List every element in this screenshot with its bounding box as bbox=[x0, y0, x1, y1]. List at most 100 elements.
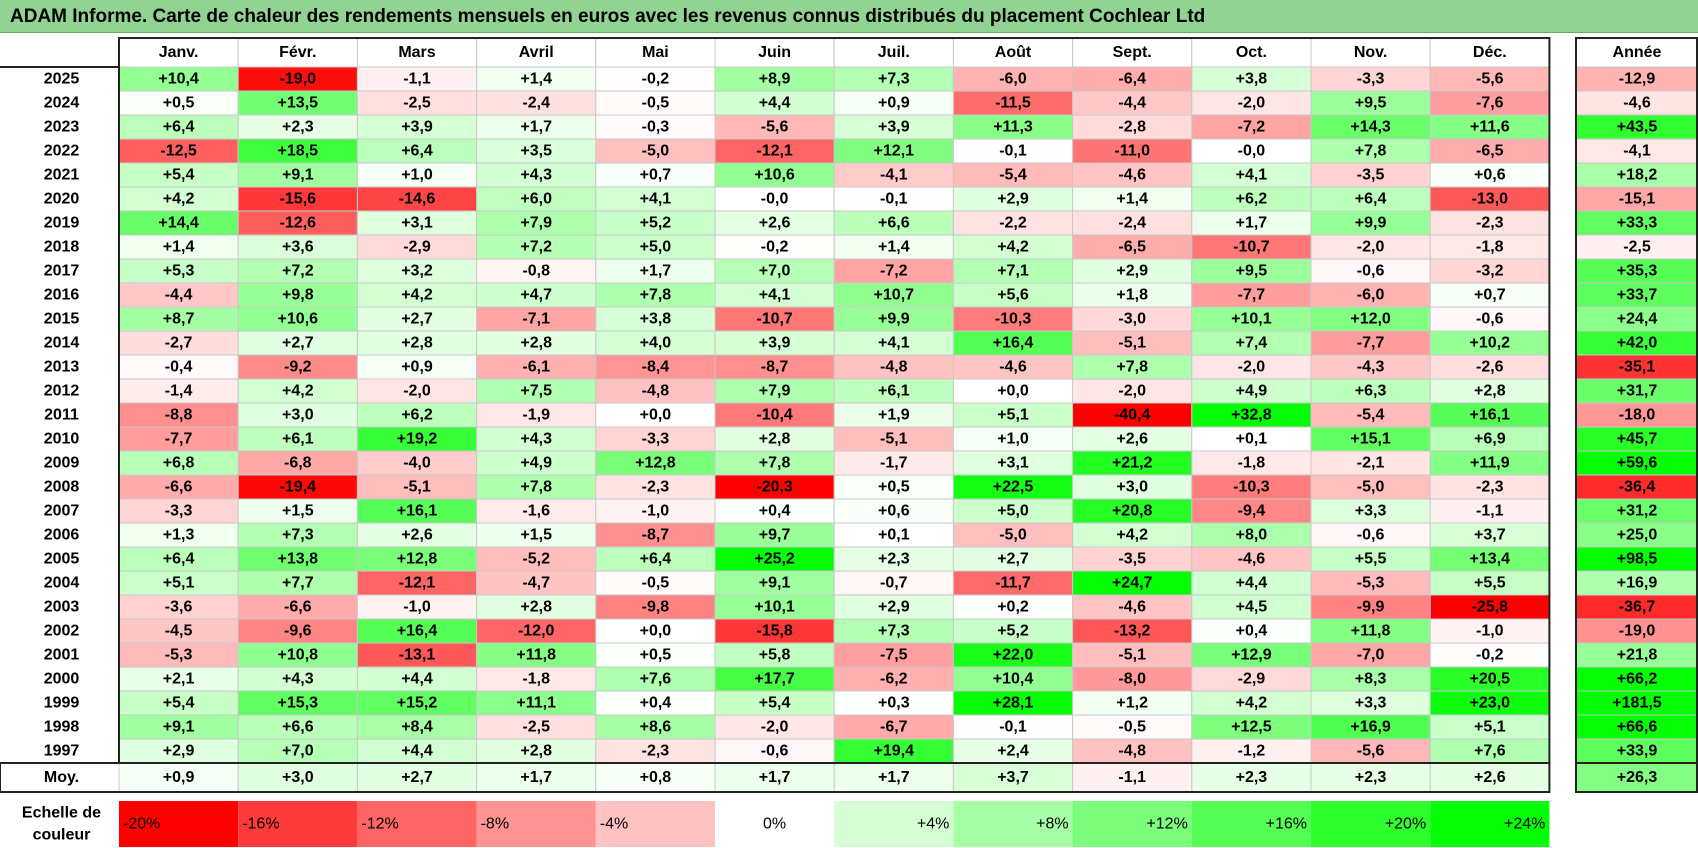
annual-cell bbox=[1575, 282, 1698, 308]
heatmap-cell bbox=[952, 186, 1074, 212]
heatmap-cell-value: -6,6 bbox=[165, 479, 193, 496]
heatmap-cell-value: +19,4 bbox=[874, 743, 915, 760]
heatmap-cell-value: -2,0 bbox=[1357, 239, 1385, 256]
heatmap-cell bbox=[952, 690, 1074, 716]
heatmap-cell-value: -12,1 bbox=[399, 575, 436, 592]
heatmap-cell-value: -2,4 bbox=[522, 95, 550, 112]
heatmap-cell-value: +32,8 bbox=[1231, 407, 1272, 424]
heatmap-cell bbox=[1191, 570, 1312, 596]
heatmap-cell bbox=[237, 90, 358, 116]
year-label: 2014 bbox=[44, 335, 80, 352]
heatmap-cell bbox=[714, 162, 835, 188]
heatmap-cell-value: -10,3 bbox=[1233, 479, 1270, 496]
heatmap-cell bbox=[952, 666, 1074, 692]
heatmap-cell-value: +5,4 bbox=[759, 695, 791, 712]
heatmap-cell bbox=[476, 138, 597, 164]
heatmap-cell-value: -2,3 bbox=[1476, 215, 1504, 232]
heatmap-cell-value: +8,7 bbox=[163, 311, 195, 328]
heatmap-cell bbox=[1191, 594, 1312, 620]
heatmap-cell bbox=[1429, 570, 1550, 596]
heatmap-cell-value: -3,5 bbox=[1118, 551, 1146, 568]
heatmap-cell-value: +2,9 bbox=[997, 191, 1029, 208]
year-label: 2015 bbox=[44, 311, 80, 328]
heatmap-cell-value: -0,8 bbox=[522, 263, 550, 280]
year-label: 2012 bbox=[44, 383, 80, 400]
heatmap-cell-value: -5,6 bbox=[1357, 743, 1385, 760]
heatmap-cell bbox=[1429, 330, 1550, 356]
annual-header-label: Année bbox=[1613, 44, 1662, 61]
heatmap-cell-value: -5,0 bbox=[642, 143, 670, 160]
heatmap-cell-value: -7,2 bbox=[1238, 119, 1266, 136]
heatmap-cell-value: +6,0 bbox=[520, 191, 552, 208]
heatmap-cell bbox=[1429, 498, 1550, 524]
annual-cell-value: -15,1 bbox=[1619, 191, 1656, 208]
heatmap-cell-value: +12,1 bbox=[874, 143, 915, 160]
annual-cell-value: -36,4 bbox=[1619, 479, 1656, 496]
annual-cell bbox=[1575, 642, 1698, 668]
heatmap-cell bbox=[356, 66, 478, 92]
heatmap-cell-value: -6,0 bbox=[999, 71, 1027, 88]
heatmap-cell bbox=[1310, 618, 1431, 644]
heatmap-cell bbox=[952, 618, 1074, 644]
heatmap-cell-value: +1,7 bbox=[640, 263, 672, 280]
heatmap-cell bbox=[1310, 186, 1431, 212]
heatmap-cell-value: -0,6 bbox=[761, 743, 789, 760]
annual-cell bbox=[1575, 378, 1698, 404]
heatmap-cell bbox=[1072, 162, 1193, 188]
heatmap-cell-value: +7,8 bbox=[759, 455, 791, 472]
heatmap-cell bbox=[714, 330, 835, 356]
heatmap-cell-value: +9,5 bbox=[1236, 263, 1268, 280]
average-cell bbox=[595, 762, 716, 793]
heatmap-cell-value: -2,5 bbox=[403, 95, 431, 112]
heatmap-cell-value: +9,8 bbox=[282, 287, 314, 304]
heatmap-cell-value: -12,1 bbox=[756, 143, 793, 160]
heatmap-cell-value: -1,6 bbox=[522, 503, 550, 520]
color-scale-swatch bbox=[715, 801, 835, 847]
heatmap-cell-value: +2,8 bbox=[520, 743, 552, 760]
heatmap-cell bbox=[118, 426, 239, 452]
heatmap-cell-value: -10,7 bbox=[756, 311, 793, 328]
heatmap-cell-value: +4,2 bbox=[1236, 695, 1268, 712]
color-scale-tick: +4% bbox=[917, 816, 949, 833]
heatmap-cell-value: +18,5 bbox=[278, 143, 319, 160]
heatmap-cell bbox=[1191, 210, 1312, 236]
heatmap-cell bbox=[1072, 282, 1193, 308]
heatmap-cell-value: +0,4 bbox=[640, 695, 672, 712]
heatmap-cell-value: +12,9 bbox=[1231, 647, 1272, 664]
heatmap-cell bbox=[1310, 402, 1431, 428]
heatmap-cell bbox=[833, 666, 954, 692]
heatmap-cell bbox=[356, 498, 478, 524]
heatmap-cell-value: -0,7 bbox=[880, 575, 908, 592]
heatmap-cell bbox=[714, 234, 835, 260]
annual-cell bbox=[1575, 474, 1698, 500]
heatmap-cell-value: -2,0 bbox=[1238, 95, 1266, 112]
heatmap-cell-value: +14,4 bbox=[158, 215, 199, 232]
heatmap-cell-value: -15,6 bbox=[280, 191, 317, 208]
annual-cell-value: -2,5 bbox=[1623, 239, 1651, 256]
heatmap-cell-value: +10,1 bbox=[1231, 311, 1272, 328]
heatmap-cell-value: +7,8 bbox=[520, 479, 552, 496]
month-header-label: Avril bbox=[519, 44, 554, 61]
heatmap-cell-value: +8,3 bbox=[1355, 671, 1387, 688]
heatmap-cell bbox=[1191, 738, 1312, 764]
heatmap-cell-value: +1,7 bbox=[520, 119, 552, 136]
month-header-label: Déc. bbox=[1473, 44, 1507, 61]
heatmap-cell-value: +1,4 bbox=[163, 239, 195, 256]
heatmap-cell-value: -6,6 bbox=[284, 599, 312, 616]
heatmap-cell bbox=[356, 162, 478, 188]
heatmap-cell bbox=[714, 450, 835, 476]
heatmap-cell-value: -20,3 bbox=[756, 479, 793, 496]
heatmap-cell-value: +4,4 bbox=[401, 743, 433, 760]
heatmap-cell-value: -9,4 bbox=[1238, 503, 1266, 520]
heatmap-cell-value: -0,5 bbox=[642, 575, 670, 592]
heatmap-cell bbox=[595, 690, 716, 716]
heatmap-cell-value: +1,4 bbox=[1116, 191, 1148, 208]
heatmap-cell-value: -6,4 bbox=[1118, 71, 1146, 88]
heatmap-cell bbox=[833, 690, 954, 716]
heatmap-cell-value: +1,4 bbox=[878, 239, 910, 256]
heatmap-cell-value: +6,6 bbox=[282, 719, 314, 736]
heatmap-cell bbox=[595, 474, 716, 500]
heatmap-cell bbox=[1310, 570, 1431, 596]
heatmap-cell bbox=[952, 138, 1074, 164]
year-label: 2017 bbox=[44, 263, 80, 280]
